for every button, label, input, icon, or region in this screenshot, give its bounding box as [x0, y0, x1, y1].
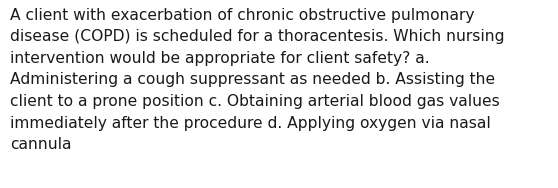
Text: A client with exacerbation of chronic obstructive pulmonary
disease (COPD) is sc: A client with exacerbation of chronic ob…	[10, 8, 504, 152]
